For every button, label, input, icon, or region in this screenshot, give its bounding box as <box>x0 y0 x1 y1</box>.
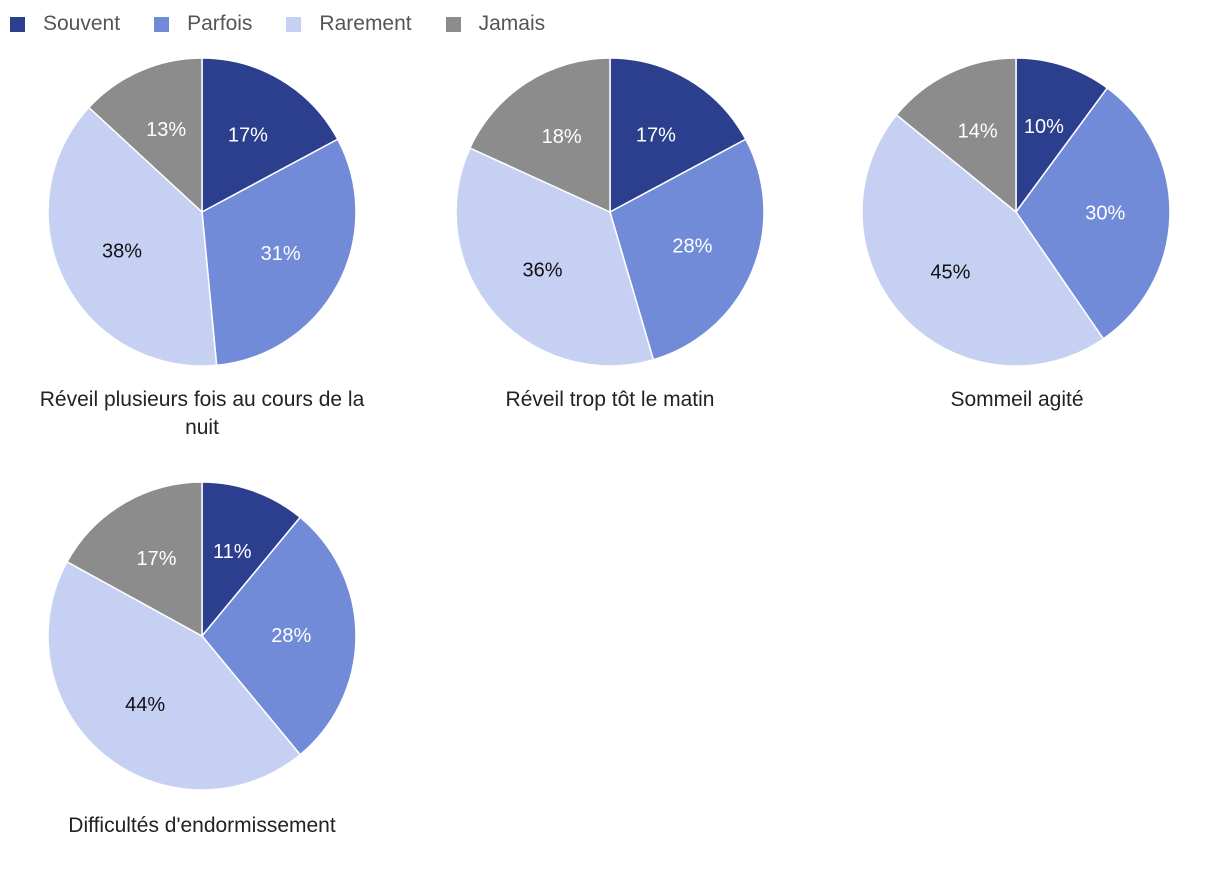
pie-chart-1: 17% 31% 38% 13% <box>47 57 357 367</box>
pie-label-rarement: 45% <box>930 262 970 284</box>
legend-label-parfois: Parfois <box>187 12 253 35</box>
pie-title-reveil-tot: Réveil trop tôt le matin <box>505 388 715 411</box>
pie-title-reveil-nuit: Réveil plusieurs fois au cours de la nui… <box>39 388 365 439</box>
pie-slice-souvent <box>609 57 747 214</box>
legend-label-souvent: Souvent <box>43 12 121 35</box>
pie-slice-parfois <box>201 516 357 756</box>
pie-label-rarement: 38% <box>102 241 142 263</box>
pie-slice-parfois <box>1015 86 1171 340</box>
pie-chart-2: 17% 28% 36% 18% <box>455 57 765 367</box>
pie-slice-jamais <box>66 481 203 638</box>
pie-chart-3: 10% 30% 45% 14% <box>861 57 1171 367</box>
pie-label-rarement: 44% <box>125 694 165 716</box>
legend-swatch-souvent <box>10 16 25 32</box>
pie-slice-parfois <box>609 138 765 361</box>
pie-title-sommeil-agite: Sommeil agité <box>950 388 1084 411</box>
pie-label-souvent: 17% <box>636 124 676 146</box>
pie-label-jamais: 18% <box>542 126 582 148</box>
pie-label-jamais: 13% <box>146 119 186 141</box>
pie-label-jamais: 14% <box>958 120 998 142</box>
legend-label-rarement: Rarement <box>319 12 412 35</box>
legend-swatch-jamais <box>445 16 461 32</box>
legend-item-rarement: Rarement <box>286 12 412 36</box>
pie-label-souvent: 11% <box>213 541 252 563</box>
pie-slice-souvent <box>1015 57 1109 215</box>
pie-label-parfois: 30% <box>1085 202 1125 224</box>
pie-label-jamais: 17% <box>136 548 176 570</box>
pie-slice-jamais <box>895 57 1017 214</box>
pie-label-parfois: 28% <box>271 625 311 647</box>
pie-slice-rarement <box>47 106 218 367</box>
legend-item-souvent: Souvent <box>10 12 120 36</box>
pie-slice-jamais <box>87 57 203 214</box>
pie-slice-rarement <box>455 147 655 367</box>
pie-slice-souvent <box>201 481 302 639</box>
pie-slice-souvent <box>201 57 339 214</box>
legend-label-jamais: Jamais <box>478 12 546 35</box>
chart-legend: Souvent Parfois Rarement Jamais <box>10 10 579 38</box>
pie-slice-rarement <box>47 560 302 791</box>
pie-slice-jamais <box>468 57 611 214</box>
legend-item-jamais: Jamais <box>445 12 546 36</box>
pie-label-souvent: 10% <box>1024 116 1064 138</box>
pie-chart-4: 11% 28% 44% 17% <box>47 481 357 791</box>
pie-slice-rarement <box>861 113 1105 367</box>
pie-title-endormissement: Difficultés d'endormissement <box>68 814 336 837</box>
legend-swatch-parfois <box>154 16 170 32</box>
pie-label-parfois: 28% <box>672 236 712 258</box>
legend-item-parfois: Parfois <box>154 12 252 36</box>
legend-swatch-rarement <box>286 16 302 32</box>
pie-label-souvent: 17% <box>228 124 268 146</box>
pie-label-rarement: 36% <box>522 260 562 282</box>
pie-slice-parfois <box>201 138 357 367</box>
pie-label-parfois: 31% <box>261 243 301 265</box>
